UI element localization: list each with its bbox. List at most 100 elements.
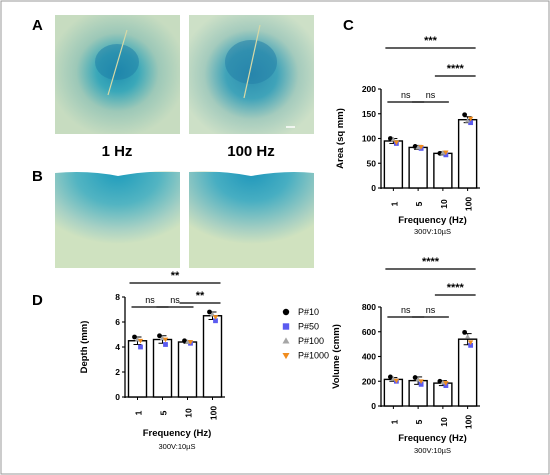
data-point — [182, 338, 187, 344]
bar-10 — [177, 341, 198, 398]
x-tick-label: 100 — [464, 197, 474, 211]
bar-100 — [457, 118, 478, 189]
data-point — [412, 375, 418, 380]
y-tick-label: 0 — [371, 401, 376, 411]
x-tick-label: 10 — [439, 417, 449, 427]
data-point — [418, 381, 424, 387]
legend: P#10 P#50 P#100 P#1000 — [282, 307, 329, 361]
data-point — [467, 116, 474, 122]
y-tick-label: 800 — [362, 302, 376, 312]
data-point — [440, 379, 446, 385]
bar-100 — [457, 338, 478, 407]
chart-subtitle: 300V:10µS — [414, 227, 451, 236]
bar-1 — [383, 140, 404, 189]
significance-label: *** — [424, 35, 438, 47]
photo-b-1hz — [55, 165, 180, 268]
legend-label: P#100 — [298, 336, 324, 346]
x-tick-label: 1 — [389, 201, 399, 206]
significance-label: ** — [196, 290, 205, 302]
significance-label: ns — [170, 295, 180, 305]
data-point — [418, 379, 424, 385]
data-point — [468, 120, 474, 126]
legend-marker-P50 — [282, 323, 290, 330]
data-point — [415, 144, 421, 150]
legend-label: P#50 — [298, 322, 319, 332]
data-point — [387, 374, 393, 380]
significance-label: ** — [171, 270, 180, 282]
data-point — [437, 378, 443, 384]
data-point — [462, 112, 468, 118]
data-point — [157, 333, 162, 339]
data-point — [418, 144, 424, 150]
significance-label: **** — [447, 63, 465, 75]
legend-marker-P10 — [282, 308, 290, 316]
x-tick-label: 5 — [159, 410, 169, 415]
y-tick-label: 200 — [362, 376, 376, 386]
x-axis-title: Frequency (Hz) — [143, 428, 212, 439]
data-point — [393, 378, 400, 384]
data-point — [462, 329, 468, 335]
data-point — [138, 344, 143, 350]
y-tick-label: 150 — [362, 109, 376, 119]
y-tick-label: 100 — [362, 134, 376, 144]
bar-5 — [152, 338, 173, 398]
photo-b-100hz — [189, 165, 314, 268]
significance-label: ns — [401, 305, 411, 315]
data-point — [387, 136, 393, 141]
y-tick-label: 400 — [362, 352, 376, 362]
y-axis-title: Volume (cmm) — [331, 324, 342, 389]
data-point — [440, 150, 446, 155]
y-axis-title: Depth (mm) — [79, 321, 90, 374]
photo-label-1hz: 1 Hz — [102, 143, 133, 160]
chart-depth: 0 2 4 6 8 1 5 10 100 ** ** ns ns Depth (mm) Frequency … — [79, 270, 225, 451]
photo-label-100hz: 100 Hz — [227, 143, 275, 160]
significance-label: ns — [145, 295, 155, 305]
chart-volume: 0 200 400 600 800 1 5 10 100 **** **** ns ns Volume (… — [331, 256, 480, 455]
data-point — [132, 334, 137, 340]
x-tick-label: 1 — [389, 419, 399, 424]
significance-label: ns — [426, 305, 436, 315]
data-point — [468, 342, 474, 348]
data-point — [163, 342, 168, 347]
data-point — [162, 337, 169, 343]
bar-10 — [433, 152, 453, 189]
bar-10 — [433, 382, 453, 407]
significance-label: **** — [422, 256, 440, 268]
significance-label: ns — [426, 90, 436, 100]
legend-label: P#1000 — [298, 351, 329, 361]
legend-label: P#10 — [298, 307, 319, 317]
x-tick-label: 100 — [209, 406, 219, 420]
x-tick-label: 10 — [439, 199, 449, 209]
y-tick-label: 50 — [367, 158, 377, 168]
significance-label: ns — [401, 90, 411, 100]
legend-marker-P1000 — [282, 352, 290, 360]
bar-100 — [202, 315, 223, 398]
data-point — [187, 340, 194, 345]
x-tick-label: 100 — [464, 415, 474, 429]
x-tick-label: 5 — [414, 201, 424, 206]
x-axis-title: Frequency (Hz) — [398, 215, 467, 226]
data-point — [464, 117, 471, 123]
data-point — [184, 339, 191, 344]
x-axis-title: Frequency (Hz) — [398, 433, 467, 444]
chart-subtitle: 300V:10µS — [159, 442, 196, 451]
y-axis-title: Area (sq mm) — [335, 108, 346, 169]
data-point — [464, 333, 471, 339]
bar-1 — [127, 340, 148, 398]
y-tick-label: 0 — [115, 392, 120, 402]
x-tick-label: 1 — [134, 410, 144, 415]
data-point — [137, 338, 144, 344]
y-tick-label: 4 — [115, 342, 120, 352]
bar-1 — [383, 378, 404, 407]
data-point — [443, 150, 449, 156]
y-tick-label: 2 — [115, 367, 120, 377]
x-tick-label: 10 — [184, 408, 194, 418]
photo-a-1hz — [55, 15, 180, 134]
panel-label-a: A — [32, 17, 43, 34]
y-tick-label: 200 — [362, 84, 376, 94]
panel-label-b: B — [32, 168, 43, 185]
chart-subtitle: 300V:10µS — [414, 446, 451, 455]
y-tick-label: 6 — [115, 317, 120, 327]
data-point — [212, 315, 219, 320]
